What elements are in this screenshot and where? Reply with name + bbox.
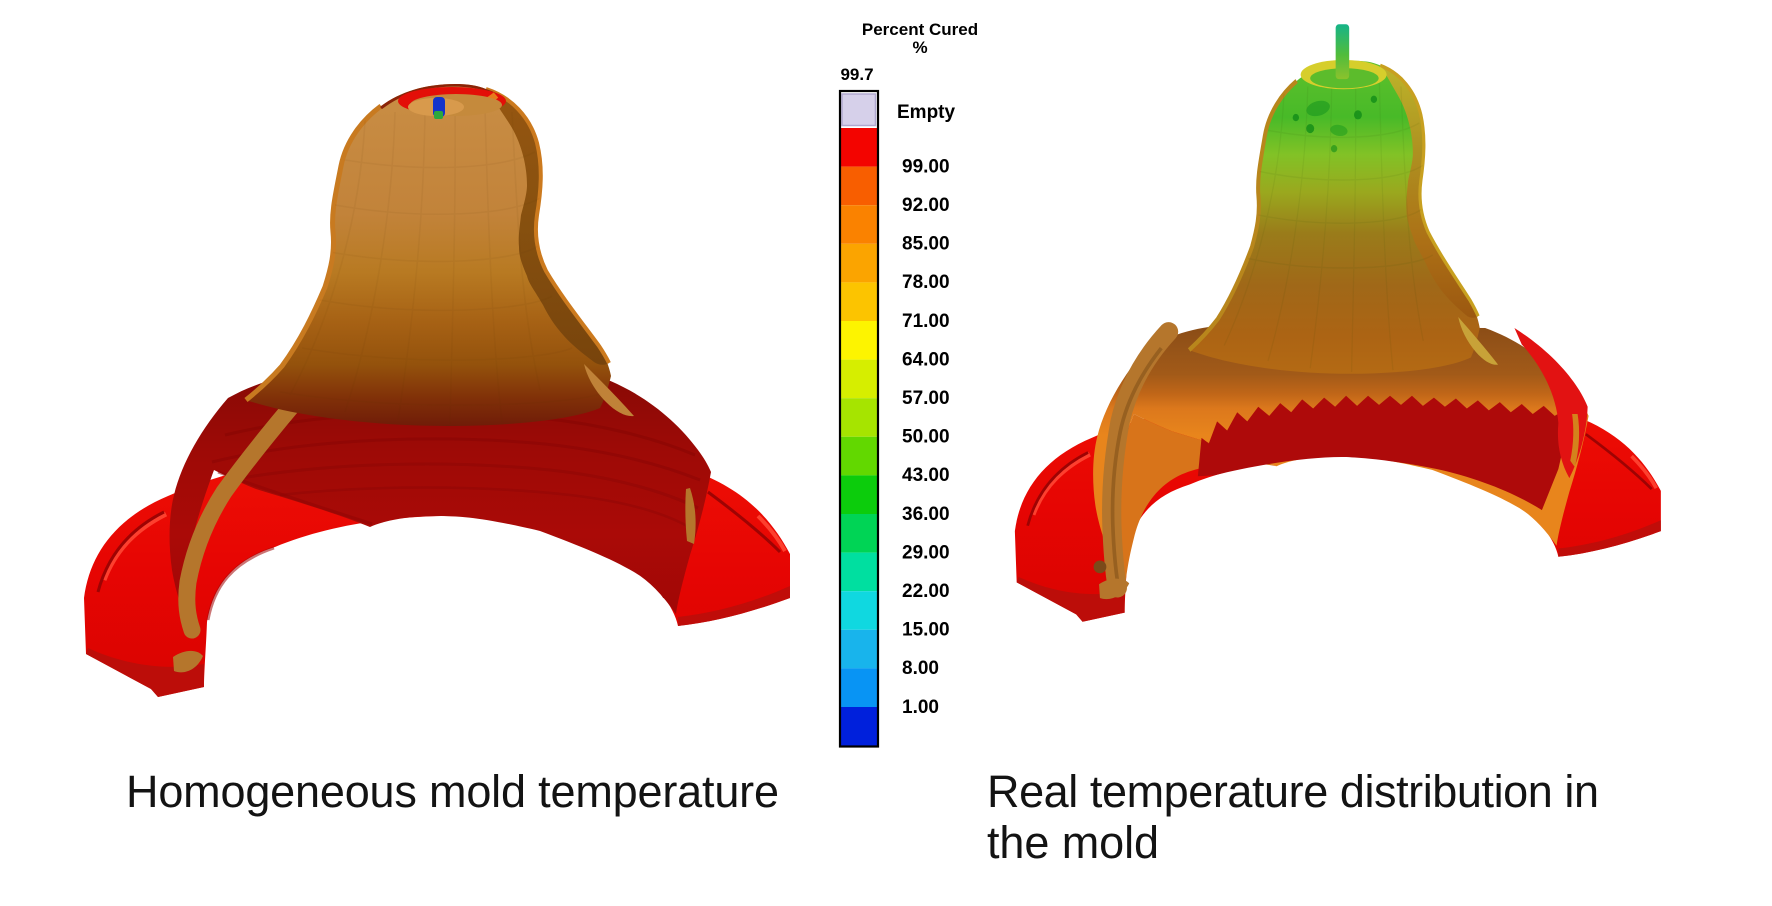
svg-text:Real temperature distribution: Real temperature distribution in	[987, 766, 1599, 817]
svg-text:the mold: the mold	[987, 817, 1159, 868]
svg-text:71.00: 71.00	[902, 311, 950, 332]
svg-text:22.00: 22.00	[902, 581, 950, 602]
svg-text:99.7: 99.7	[840, 65, 873, 84]
svg-text:1.00: 1.00	[902, 697, 939, 718]
svg-text:36.00: 36.00	[902, 504, 950, 525]
svg-text:92.00: 92.00	[902, 195, 950, 216]
svg-text:64.00: 64.00	[902, 349, 950, 370]
svg-text:%: %	[912, 38, 927, 57]
svg-text:43.00: 43.00	[902, 465, 950, 486]
svg-text:29.00: 29.00	[902, 542, 950, 563]
svg-text:Homogeneous mold temperature: Homogeneous mold temperature	[126, 766, 779, 817]
svg-text:Percent Cured: Percent Cured	[862, 20, 978, 39]
svg-text:78.00: 78.00	[902, 272, 950, 293]
svg-text:99.00: 99.00	[902, 157, 950, 178]
svg-text:Empty: Empty	[897, 102, 956, 123]
svg-text:15.00: 15.00	[902, 620, 950, 641]
svg-text:50.00: 50.00	[902, 427, 950, 448]
svg-text:85.00: 85.00	[902, 234, 950, 255]
svg-text:57.00: 57.00	[902, 388, 950, 409]
svg-text:8.00: 8.00	[902, 658, 939, 679]
